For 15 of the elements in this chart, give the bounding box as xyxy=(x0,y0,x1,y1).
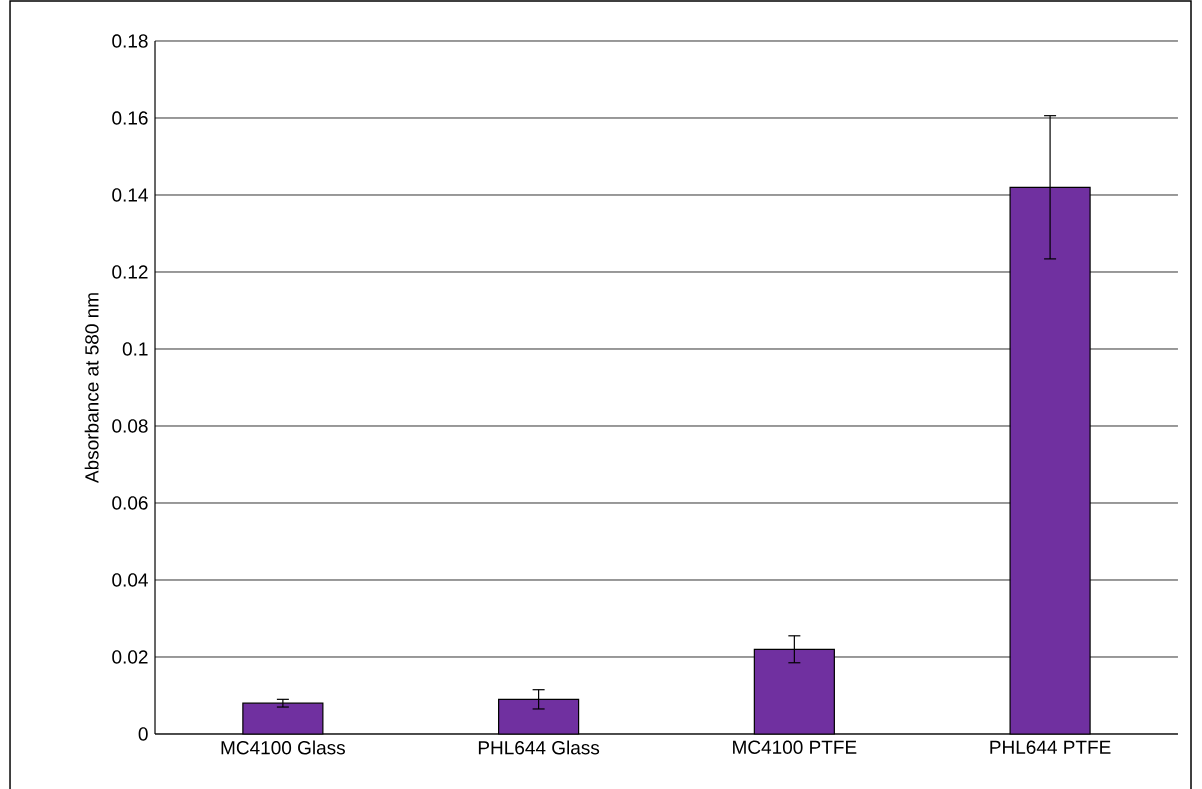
y-tick-label: 0 xyxy=(138,727,148,741)
x-tick-label: PHL644 Glass xyxy=(478,740,600,755)
y-tick-label: 0.18 xyxy=(112,34,148,48)
y-tick-label: 0.06 xyxy=(112,496,148,510)
y-tick-label: 0.02 xyxy=(112,650,148,664)
y-axis-title: Absorbance at 580 nm xyxy=(84,293,99,484)
x-tick-label: MC4100 Glass xyxy=(221,740,345,755)
y-tick-label: 0.1 xyxy=(122,342,148,356)
x-tick-label: PHL644 PTFE xyxy=(990,740,1111,754)
x-tick-label: MC4100 PTFE xyxy=(733,740,857,754)
y-tick-label: 0.12 xyxy=(112,265,148,279)
y-tick-label: 0.16 xyxy=(112,111,148,125)
y-tick-label: 0.14 xyxy=(112,188,148,202)
y-tick-label: 0.04 xyxy=(112,573,148,587)
y-tick-label: 0.08 xyxy=(112,419,148,433)
